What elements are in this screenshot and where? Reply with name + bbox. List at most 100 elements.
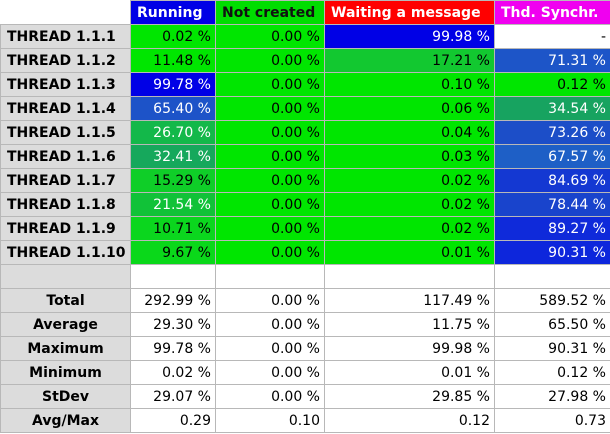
thread-cell-running[interactable]: 99.78 % bbox=[130, 72, 216, 97]
column-header-waiting-a-message[interactable]: Waiting a message bbox=[324, 0, 495, 25]
thread-label[interactable]: THREAD 1.1.2 bbox=[0, 48, 131, 73]
stats-cell-thd-synchr: 27.98 % bbox=[494, 384, 610, 409]
stats-cell-waiting-a-message: 11.75 % bbox=[324, 312, 495, 337]
thread-row[interactable]: THREAD 1.1.8 21.54 % 0.00 % 0.02 % 78.44 % bbox=[0, 192, 610, 217]
thread-cell-not-created[interactable]: 0.00 % bbox=[215, 120, 325, 145]
thread-cell-thd-synchr[interactable]: 73.26 % bbox=[494, 120, 610, 145]
thread-cell-waiting-a-message[interactable]: 17.21 % bbox=[324, 48, 495, 73]
stats-row-minimum: Minimum 0.02 % 0.00 % 0.01 % 0.12 % bbox=[0, 360, 610, 385]
thread-cell-not-created[interactable]: 0.00 % bbox=[215, 72, 325, 97]
thread-row[interactable]: THREAD 1.1.7 15.29 % 0.00 % 0.02 % 84.69 % bbox=[0, 168, 610, 193]
stats-cell-thd-synchr: 0.73 bbox=[494, 408, 610, 433]
thread-cell-thd-synchr[interactable]: 34.54 % bbox=[494, 96, 610, 121]
stats-cell-waiting-a-message: 0.01 % bbox=[324, 360, 495, 385]
stats-cell-waiting-a-message: 117.49 % bbox=[324, 288, 495, 313]
thread-cell-waiting-a-message[interactable]: 0.01 % bbox=[324, 240, 495, 265]
thread-cell-waiting-a-message[interactable]: 0.10 % bbox=[324, 72, 495, 97]
thread-row[interactable]: THREAD 1.1.2 11.48 % 0.00 % 17.21 % 71.31 % bbox=[0, 48, 610, 73]
stats-cell-thd-synchr: 65.50 % bbox=[494, 312, 610, 337]
stats-cell-thd-synchr: 589.52 % bbox=[494, 288, 610, 313]
thread-cell-thd-synchr[interactable]: 0.12 % bbox=[494, 72, 610, 97]
stats-label: Average bbox=[0, 312, 131, 337]
thread-cell-thd-synchr[interactable]: 90.31 % bbox=[494, 240, 610, 265]
stats-cell-waiting-a-message: 0.12 bbox=[324, 408, 495, 433]
stats-cell-running: 29.30 % bbox=[130, 312, 216, 337]
spacer-cell bbox=[324, 264, 495, 289]
thread-cell-thd-synchr[interactable]: 89.27 % bbox=[494, 216, 610, 241]
thread-cell-thd-synchr[interactable]: 71.31 % bbox=[494, 48, 610, 73]
thread-cell-waiting-a-message[interactable]: 0.06 % bbox=[324, 96, 495, 121]
stats-cell-thd-synchr: 0.12 % bbox=[494, 360, 610, 385]
stats-row-maximum: Maximum 99.78 % 0.00 % 99.98 % 90.31 % bbox=[0, 336, 610, 361]
thread-label[interactable]: THREAD 1.1.9 bbox=[0, 216, 131, 241]
stats-row-total: Total 292.99 % 0.00 % 117.49 % 589.52 % bbox=[0, 288, 610, 313]
stats-cell-not-created: 0.00 % bbox=[215, 360, 325, 385]
thread-cell-not-created[interactable]: 0.00 % bbox=[215, 144, 325, 169]
column-header-not-created[interactable]: Not created bbox=[215, 0, 325, 25]
stats-cell-running: 0.29 bbox=[130, 408, 216, 433]
column-header-running[interactable]: Running bbox=[130, 0, 216, 25]
thread-row[interactable]: THREAD 1.1.9 10.71 % 0.00 % 0.02 % 89.27 % bbox=[0, 216, 610, 241]
thread-cell-not-created[interactable]: 0.00 % bbox=[215, 192, 325, 217]
stats-cell-thd-synchr: 90.31 % bbox=[494, 336, 610, 361]
thread-label[interactable]: THREAD 1.1.6 bbox=[0, 144, 131, 169]
thread-cell-thd-synchr[interactable]: 67.57 % bbox=[494, 144, 610, 169]
thread-row[interactable]: THREAD 1.1.1 0.02 % 0.00 % 99.98 % - bbox=[0, 24, 610, 49]
thread-cell-waiting-a-message[interactable]: 99.98 % bbox=[324, 24, 495, 49]
stats-cell-not-created: 0.00 % bbox=[215, 336, 325, 361]
thread-cell-running[interactable]: 9.67 % bbox=[130, 240, 216, 265]
stats-label: Maximum bbox=[0, 336, 131, 361]
thread-label[interactable]: THREAD 1.1.5 bbox=[0, 120, 131, 145]
thread-row[interactable]: THREAD 1.1.4 65.40 % 0.00 % 0.06 % 34.54 % bbox=[0, 96, 610, 121]
thread-cell-thd-synchr[interactable]: 78.44 % bbox=[494, 192, 610, 217]
thread-cell-waiting-a-message[interactable]: 0.02 % bbox=[324, 168, 495, 193]
thread-cell-waiting-a-message[interactable]: 0.03 % bbox=[324, 144, 495, 169]
thread-cell-running[interactable]: 15.29 % bbox=[130, 168, 216, 193]
stats-label: StDev bbox=[0, 384, 131, 409]
thread-cell-not-created[interactable]: 0.00 % bbox=[215, 96, 325, 121]
thread-label[interactable]: THREAD 1.1.10 bbox=[0, 240, 131, 265]
stats-cell-not-created: 0.00 % bbox=[215, 312, 325, 337]
spacer-cell bbox=[494, 264, 610, 289]
spacer-row bbox=[0, 264, 610, 289]
thread-cell-thd-synchr[interactable]: - bbox=[494, 24, 610, 49]
thread-row[interactable]: THREAD 1.1.6 32.41 % 0.00 % 0.03 % 67.57 % bbox=[0, 144, 610, 169]
thread-cell-not-created[interactable]: 0.00 % bbox=[215, 48, 325, 73]
stats-cell-running: 292.99 % bbox=[130, 288, 216, 313]
thread-cell-not-created[interactable]: 0.00 % bbox=[215, 24, 325, 49]
thread-label[interactable]: THREAD 1.1.8 bbox=[0, 192, 131, 217]
stats-label: Minimum bbox=[0, 360, 131, 385]
thread-cell-running[interactable]: 10.71 % bbox=[130, 216, 216, 241]
stats-cell-running: 0.02 % bbox=[130, 360, 216, 385]
thread-cell-running[interactable]: 32.41 % bbox=[130, 144, 216, 169]
thread-cell-waiting-a-message[interactable]: 0.04 % bbox=[324, 120, 495, 145]
thread-cell-waiting-a-message[interactable]: 0.02 % bbox=[324, 192, 495, 217]
thread-label[interactable]: THREAD 1.1.1 bbox=[0, 24, 131, 49]
thread-cell-not-created[interactable]: 0.00 % bbox=[215, 168, 325, 193]
column-header-thd-synchr[interactable]: Thd. Synchr. bbox=[494, 0, 610, 25]
thread-cell-running[interactable]: 26.70 % bbox=[130, 120, 216, 145]
thread-label[interactable]: THREAD 1.1.3 bbox=[0, 72, 131, 97]
stats-cell-running: 99.78 % bbox=[130, 336, 216, 361]
stats-row-stdev: StDev 29.07 % 0.00 % 29.85 % 27.98 % bbox=[0, 384, 610, 409]
stats-row-avg-max: Avg/Max 0.29 0.10 0.12 0.73 bbox=[0, 408, 610, 433]
thread-row[interactable]: THREAD 1.1.3 99.78 % 0.00 % 0.10 % 0.12 % bbox=[0, 72, 610, 97]
thread-cell-running[interactable]: 65.40 % bbox=[130, 96, 216, 121]
stats-cell-not-created: 0.10 bbox=[215, 408, 325, 433]
stats-cell-not-created: 0.00 % bbox=[215, 384, 325, 409]
thread-label[interactable]: THREAD 1.1.4 bbox=[0, 96, 131, 121]
thread-row[interactable]: THREAD 1.1.10 9.67 % 0.00 % 0.01 % 90.31 % bbox=[0, 240, 610, 265]
thread-cell-not-created[interactable]: 0.00 % bbox=[215, 240, 325, 265]
thread-row[interactable]: THREAD 1.1.5 26.70 % 0.00 % 0.04 % 73.26 % bbox=[0, 120, 610, 145]
stats-cell-waiting-a-message: 99.98 % bbox=[324, 336, 495, 361]
thread-cell-running[interactable]: 11.48 % bbox=[130, 48, 216, 73]
thread-cell-not-created[interactable]: 0.00 % bbox=[215, 216, 325, 241]
stats-cell-running: 29.07 % bbox=[130, 384, 216, 409]
thread-label[interactable]: THREAD 1.1.7 bbox=[0, 168, 131, 193]
thread-cell-waiting-a-message[interactable]: 0.02 % bbox=[324, 216, 495, 241]
thread-cell-running[interactable]: 0.02 % bbox=[130, 24, 216, 49]
stats-row-average: Average 29.30 % 0.00 % 11.75 % 65.50 % bbox=[0, 312, 610, 337]
thread-cell-thd-synchr[interactable]: 84.69 % bbox=[494, 168, 610, 193]
thread-cell-running[interactable]: 21.54 % bbox=[130, 192, 216, 217]
